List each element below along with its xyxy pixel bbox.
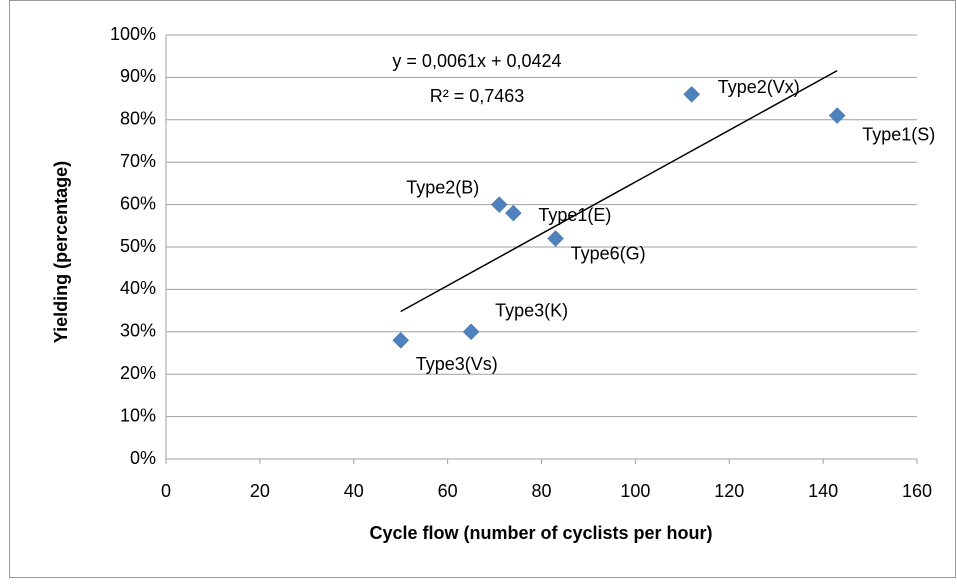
x-tick-label: 160 [902,481,932,501]
point [683,86,701,103]
y-tick-label: 80% [120,109,156,129]
chart-frame [9,0,956,578]
x-tick-label: 20 [250,481,270,501]
y-tick-label: 40% [120,278,156,298]
x-tick-label: 140 [808,481,838,501]
point [547,230,564,247]
point-label: Type2(B) [406,177,479,197]
point-label: Type3(K) [495,301,568,321]
y-axis-title: Yielding (percentage) [51,161,71,343]
point-label: Type1(E) [538,205,611,225]
x-tick-label: 40 [344,481,364,501]
y-tick-label: 10% [120,405,156,425]
y-tick-label: 30% [120,321,156,341]
y-tick-label: 60% [120,193,156,213]
trendline [400,69,838,313]
point-label: Type3(Vs) [416,354,498,374]
point [392,331,410,349]
trendline-equation: y = 0,0061x + 0,0424 [392,51,561,71]
y-tick-label: 70% [120,151,156,171]
point [504,204,522,222]
x-tick-label: 60 [438,481,458,501]
y-tick-label: 100% [110,24,156,44]
y-tick-label: 90% [120,66,156,86]
x-tick-label: 0 [161,481,171,501]
point [828,107,846,124]
point-label: Type6(G) [571,243,646,263]
trendline-r2: R² = 0,7463 [430,86,525,106]
x-tick-label: 100 [620,481,650,501]
point [462,323,480,341]
y-tick-label: 20% [120,363,156,383]
point-label: Type1(S) [862,124,935,144]
point-label: Type2(Vx) [718,77,800,97]
point [490,196,508,213]
x-tick-label: 120 [714,481,744,501]
x-tick-label: 80 [531,481,551,501]
y-tick-label: 50% [120,236,156,256]
y-tick-label: 0% [130,448,156,468]
x-axis-title: Cycle flow (number of cyclists per hour) [369,523,712,543]
